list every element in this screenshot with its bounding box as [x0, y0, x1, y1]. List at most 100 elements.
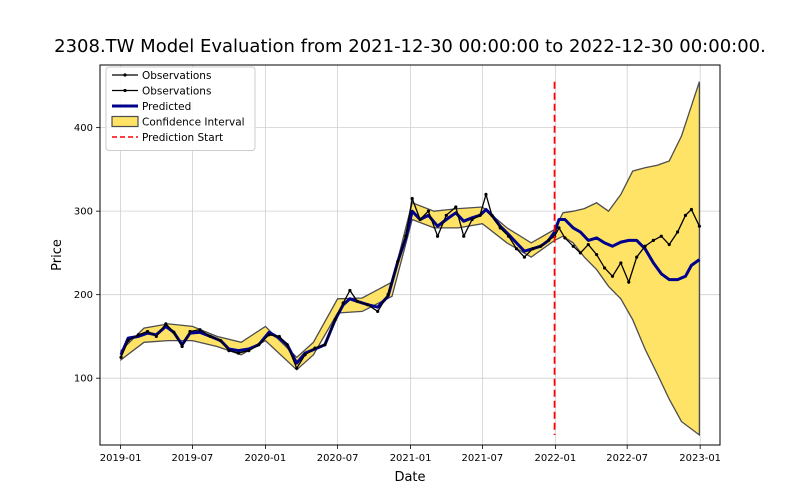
axes	[99, 64, 721, 446]
observation-point	[675, 230, 680, 234]
observation-point	[410, 197, 414, 201]
observation-point	[643, 244, 647, 248]
observation-point	[348, 288, 352, 293]
observation-point	[247, 349, 251, 353]
observation-point	[376, 309, 380, 313]
observation-point	[180, 344, 184, 349]
legend-marker-observations	[123, 88, 127, 93]
observation-point	[295, 366, 299, 370]
series-layer	[119, 192, 701, 370]
observation-point	[444, 213, 448, 217]
ticks: 2019-01 2019-07 2020-01 2020-07 2021-01 2021-…	[74, 123, 721, 464]
observation-point	[547, 238, 551, 242]
observation-point	[490, 213, 494, 217]
legend: Observations Observations Predicted Confide…	[105, 66, 256, 151]
observation-point	[610, 274, 615, 278]
observation-point	[571, 244, 575, 248]
observation-point	[386, 293, 390, 297]
observation-point	[498, 226, 502, 230]
observation-point	[635, 255, 639, 259]
x-tick-label: 2019-01	[100, 453, 142, 464]
y-tick-label: 200	[74, 290, 93, 301]
observation-point	[697, 224, 701, 228]
observation-point	[136, 333, 141, 337]
observation-point	[227, 349, 231, 353]
legend-label: Confidence Interval	[142, 116, 245, 128]
observation-point	[333, 318, 337, 322]
observation-point	[323, 343, 327, 347]
observation-point	[426, 209, 431, 213]
axes-frame	[99, 64, 721, 446]
observation-point	[667, 242, 671, 247]
observation-point	[164, 322, 168, 326]
observation-point	[188, 329, 192, 334]
legend-label: Predicted	[142, 101, 191, 113]
chart-title: 2308.TW Model Evaluation from 2021-12-30…	[54, 36, 766, 57]
observation-point	[146, 329, 150, 334]
observation-point	[198, 328, 202, 332]
observation-point	[366, 303, 370, 307]
observation-point	[454, 205, 458, 209]
observation-point	[285, 343, 289, 347]
observation-point	[154, 334, 158, 339]
observation-point	[484, 192, 488, 197]
x-axis-label: Date	[394, 470, 425, 485]
confidence-band	[120, 81, 701, 437]
observation-point	[355, 299, 360, 303]
legend-box	[105, 66, 256, 151]
observation-point	[627, 280, 631, 284]
observation-point	[563, 236, 567, 240]
observation-point	[396, 259, 400, 263]
x-tick-label: 2022-07	[606, 453, 648, 464]
legend-label: Observations	[142, 70, 211, 82]
observation-point	[218, 339, 223, 343]
observation-point	[277, 334, 281, 339]
observation-point	[404, 234, 408, 238]
y-axis-label: Price	[50, 239, 65, 271]
observation-point	[539, 244, 543, 248]
observation-point	[462, 234, 466, 238]
observation-point	[506, 234, 511, 238]
confidence-interval	[120, 81, 701, 437]
observation-point	[313, 346, 317, 350]
observation-point	[619, 261, 623, 265]
observation-point	[119, 355, 123, 359]
observation-point	[257, 343, 261, 347]
observation-point	[586, 242, 590, 247]
observation-point	[208, 334, 212, 339]
x-tick-label: 2022-01	[534, 453, 576, 464]
x-tick-label: 2020-01	[245, 453, 287, 464]
legend-label: Prediction Start	[142, 132, 223, 144]
observation-point	[651, 238, 655, 242]
observation-point	[659, 234, 663, 238]
observation-point	[172, 330, 176, 334]
x-tick-label: 2023-01	[679, 453, 721, 464]
x-tick-label: 2021-07	[461, 453, 503, 464]
observation-point	[595, 252, 599, 257]
observation-point	[303, 353, 307, 357]
observation-point	[418, 217, 422, 222]
observation-point	[126, 339, 130, 343]
legend-label: Observations	[142, 85, 211, 97]
x-tick-label: 2021-01	[390, 453, 432, 464]
observation-point	[522, 255, 527, 259]
observation-point	[689, 207, 694, 212]
observation-point	[578, 251, 582, 255]
y-tick-label: 300	[74, 207, 93, 218]
observation-point	[435, 234, 440, 238]
observation-point	[514, 247, 519, 251]
observation-point	[267, 333, 271, 337]
observation-point	[557, 226, 561, 230]
legend-marker-observations	[123, 73, 127, 77]
observation-point	[478, 213, 482, 217]
observation-point	[470, 217, 474, 222]
y-tick-label: 100	[74, 374, 93, 385]
observation-point	[236, 351, 241, 355]
y-tick-label: 400	[74, 123, 93, 134]
legend-swatch-confidence	[111, 115, 139, 128]
x-tick-label: 2020-07	[317, 453, 359, 464]
observation-point	[531, 247, 535, 251]
x-tick-label: 2019-07	[172, 453, 214, 464]
observations-line	[120, 192, 700, 370]
